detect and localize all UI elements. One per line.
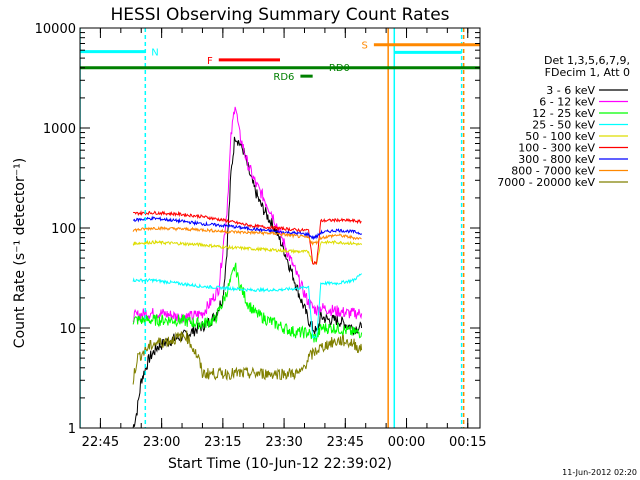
x-tick-label: 23:30 [265,435,302,450]
series-line-4 [132,239,363,265]
series-line-2 [132,262,363,343]
legend-entry-label: 50 - 100 keV [525,130,595,143]
x-tick-label: 23:45 [327,435,364,450]
legend-entry-label: 300 - 800 keV [518,153,595,166]
flag-label-N: N [151,48,158,59]
series-line-1 [132,106,363,323]
series-line-5 [133,209,362,266]
legend-header-line: FDecim 1, Att 0 [545,66,630,79]
legend-header-line: Det 1,3,5,6,7,9, [544,54,630,67]
flag-label-F: F [207,56,213,67]
x-tick-label: 00:15 [449,435,486,450]
legend-entry-label: 12 - 25 keV [532,107,595,120]
x-axis-label: Start Time (10-Jun-12 22:39:02) [168,456,392,472]
plot-inner: N F RD0 RD6 S [80,28,480,428]
legend-entry-label: 3 - 6 keV [546,84,595,97]
chart-title: HESSI Observing Summary Count Rates [110,5,449,25]
legend-entry-label: 7000 - 20000 keV [497,176,595,189]
y-axis-label: Count Rate (s⁻¹ detector⁻¹) [12,158,28,348]
x-tick-label: 23:00 [143,435,180,450]
y-tick-label: 100 [51,222,76,237]
legend-entry-label: 25 - 50 keV [532,119,595,132]
plot-area: N F RD0 RD6 S 1 10 100 1000 10000 22:45 23:00 23:15 2… [35,22,487,450]
legend-entry-label: 800 - 7000 keV [511,165,595,178]
legend-entry-label: 100 - 300 keV [518,142,595,155]
legend: Det 1,3,5,6,7,9,FDecim 1, Att 0 3 - 6 keV… [497,54,630,189]
series-line-7 [132,225,362,246]
flag-label-RD0: RD0 [329,63,350,74]
timestamp: 11-Jun-2012 02:20 [562,468,637,477]
legend-entry-label: 6 - 12 keV [539,96,595,109]
y-tick-label: 1 [68,422,76,437]
y-tick-label: 10000 [35,22,76,37]
x-tick-label: 23:15 [204,435,241,450]
x-tick-label: 00:00 [388,435,425,450]
y-tick-label: 10 [59,322,76,337]
flag-label-RD6: RD6 [273,72,294,83]
series-line-8 [132,330,363,385]
series-line-6 [132,215,362,241]
flag-label-S: S [362,41,368,52]
series-line-3 [132,273,362,340]
x-tick-label: 22:45 [82,435,119,450]
y-tick-label: 1000 [43,122,76,137]
